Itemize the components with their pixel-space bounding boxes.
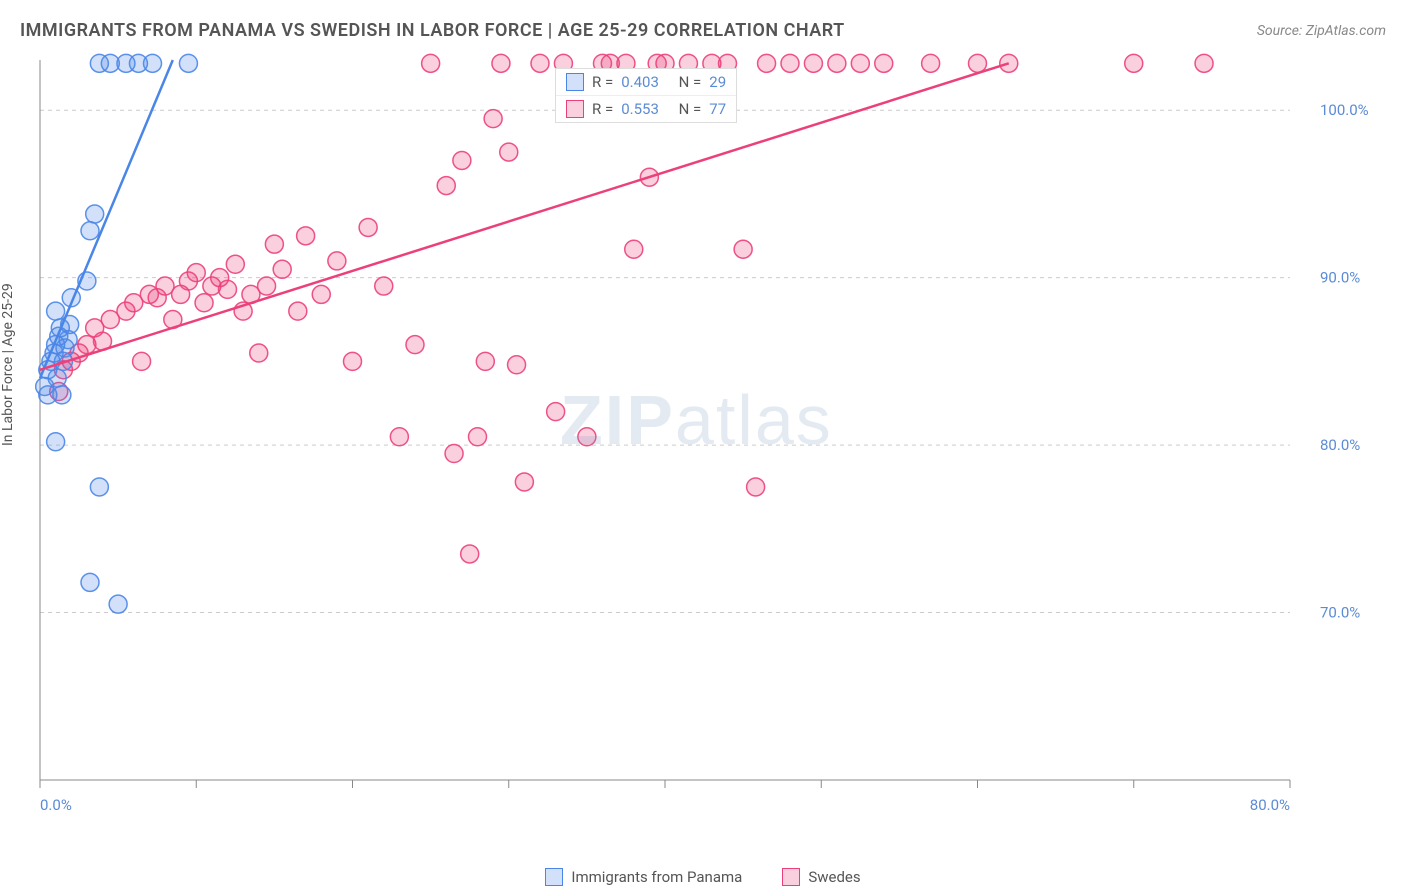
scatter-plot: 70.0% 80.0% 90.0% 100.0% 0.0% 80.0%	[40, 60, 1380, 820]
svg-text:0.0%: 0.0%	[40, 796, 72, 814]
swatch-swedes	[566, 100, 584, 118]
y-axis-label: In Labor Force | Age 25-29	[0, 283, 16, 446]
svg-text:70.0%: 70.0%	[1320, 604, 1360, 622]
swatch-icon	[545, 868, 563, 886]
chart-title: IMMIGRANTS FROM PANAMA VS SWEDISH IN LAB…	[20, 20, 845, 41]
svg-text:100.0%: 100.0%	[1320, 101, 1369, 119]
legend-item-panama: Immigrants from Panama	[545, 868, 742, 886]
title-bar: IMMIGRANTS FROM PANAMA VS SWEDISH IN LAB…	[20, 20, 1386, 41]
chart-svg: 70.0% 80.0% 90.0% 100.0% 0.0% 80.0%	[40, 60, 1380, 820]
svg-text:90.0%: 90.0%	[1320, 269, 1360, 287]
svg-text:80.0%: 80.0%	[1250, 796, 1290, 814]
source-attribution: Source: ZipAtlas.com	[1257, 23, 1386, 39]
swatch-panama	[566, 73, 584, 91]
legend-row-swedes: R = 0.553 N = 77	[556, 96, 736, 122]
svg-text:80.0%: 80.0%	[1320, 436, 1360, 454]
series-legend: Immigrants from Panama Swedes	[0, 868, 1406, 886]
correlation-legend: R = 0.403 N = 29 R = 0.553 N = 77	[555, 68, 737, 123]
legend-row-panama: R = 0.403 N = 29	[556, 69, 736, 96]
legend-item-swedes: Swedes	[782, 868, 860, 886]
swatch-icon	[782, 868, 800, 886]
